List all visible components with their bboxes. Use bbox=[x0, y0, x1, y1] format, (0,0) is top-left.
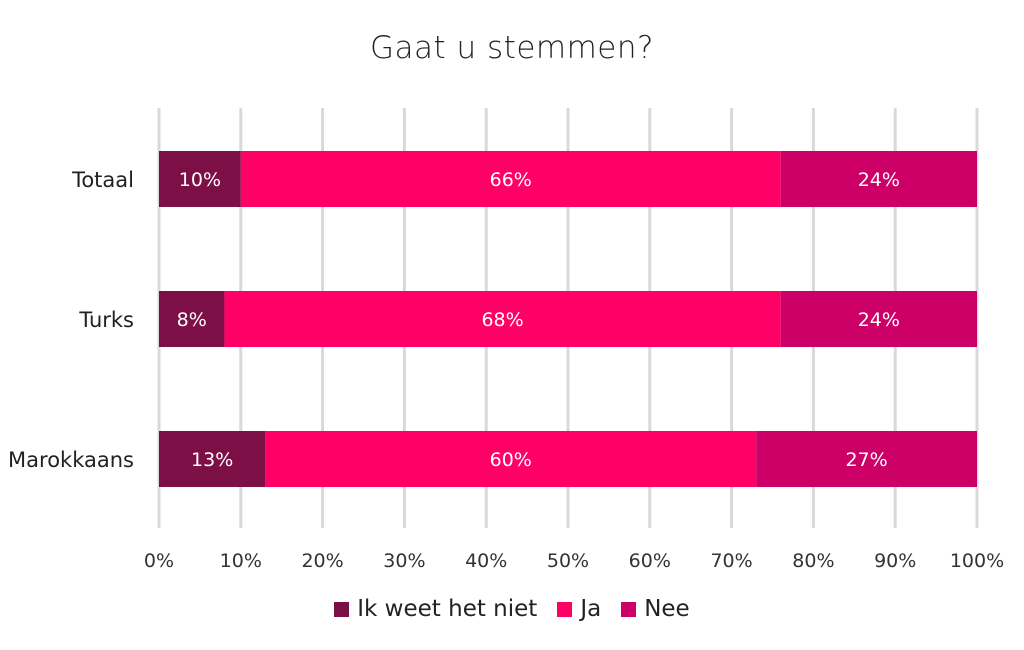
legend-label: Ja bbox=[580, 596, 602, 622]
bar-segment bbox=[240, 151, 781, 207]
x-tick-label: 90% bbox=[874, 550, 916, 572]
data-label: 24% bbox=[858, 309, 900, 331]
x-tick-label: 20% bbox=[301, 550, 343, 572]
bar-segment bbox=[159, 431, 266, 487]
data-label: 66% bbox=[490, 169, 532, 191]
x-tick-label: 100% bbox=[950, 550, 1004, 572]
bar-segment bbox=[159, 291, 225, 347]
legend-item: Nee bbox=[621, 596, 690, 622]
bar-segment bbox=[780, 291, 977, 347]
legend-swatch bbox=[334, 601, 350, 617]
x-tick-label: 70% bbox=[710, 550, 752, 572]
data-label: 24% bbox=[858, 169, 900, 191]
data-label: 60% bbox=[490, 449, 532, 471]
bar-segment bbox=[265, 431, 757, 487]
legend-item: Ik weet het niet bbox=[334, 596, 537, 622]
legend-label: Nee bbox=[644, 596, 690, 622]
data-label: 27% bbox=[845, 449, 887, 471]
category-label: Totaal bbox=[71, 168, 134, 192]
bar-segment bbox=[159, 151, 241, 207]
x-tick-label: 10% bbox=[220, 550, 262, 572]
data-label: 68% bbox=[481, 309, 523, 331]
data-label: 8% bbox=[177, 309, 207, 331]
data-label: 10% bbox=[179, 169, 221, 191]
chart-title: Gaat u stemmen? bbox=[370, 30, 654, 66]
x-tick-label: 40% bbox=[465, 550, 507, 572]
legend-item: Ja bbox=[557, 596, 601, 622]
bar-segment bbox=[756, 431, 977, 487]
bar-segment bbox=[780, 151, 977, 207]
x-tick-label: 50% bbox=[547, 550, 589, 572]
legend-label: Ik weet het niet bbox=[357, 596, 538, 622]
category-label: Marokkaans bbox=[8, 448, 134, 472]
bar-segment bbox=[224, 291, 781, 347]
data-label: 13% bbox=[191, 449, 233, 471]
x-tick-label: 80% bbox=[792, 550, 834, 572]
legend-swatch bbox=[557, 601, 573, 617]
x-tick-label: 60% bbox=[629, 550, 671, 572]
x-tick-label: 30% bbox=[383, 550, 425, 572]
category-label: Turks bbox=[78, 308, 134, 332]
stacked-bar-chart: 10% 66% 24% Totaal 8% 68% 24% Turks 13% 60% 27% Mar… bbox=[8, 108, 1004, 572]
x-tick-label: 0% bbox=[144, 550, 174, 572]
legend-swatch bbox=[621, 601, 637, 617]
legend: Ik weet het niet Ja Nee bbox=[0, 596, 1024, 622]
